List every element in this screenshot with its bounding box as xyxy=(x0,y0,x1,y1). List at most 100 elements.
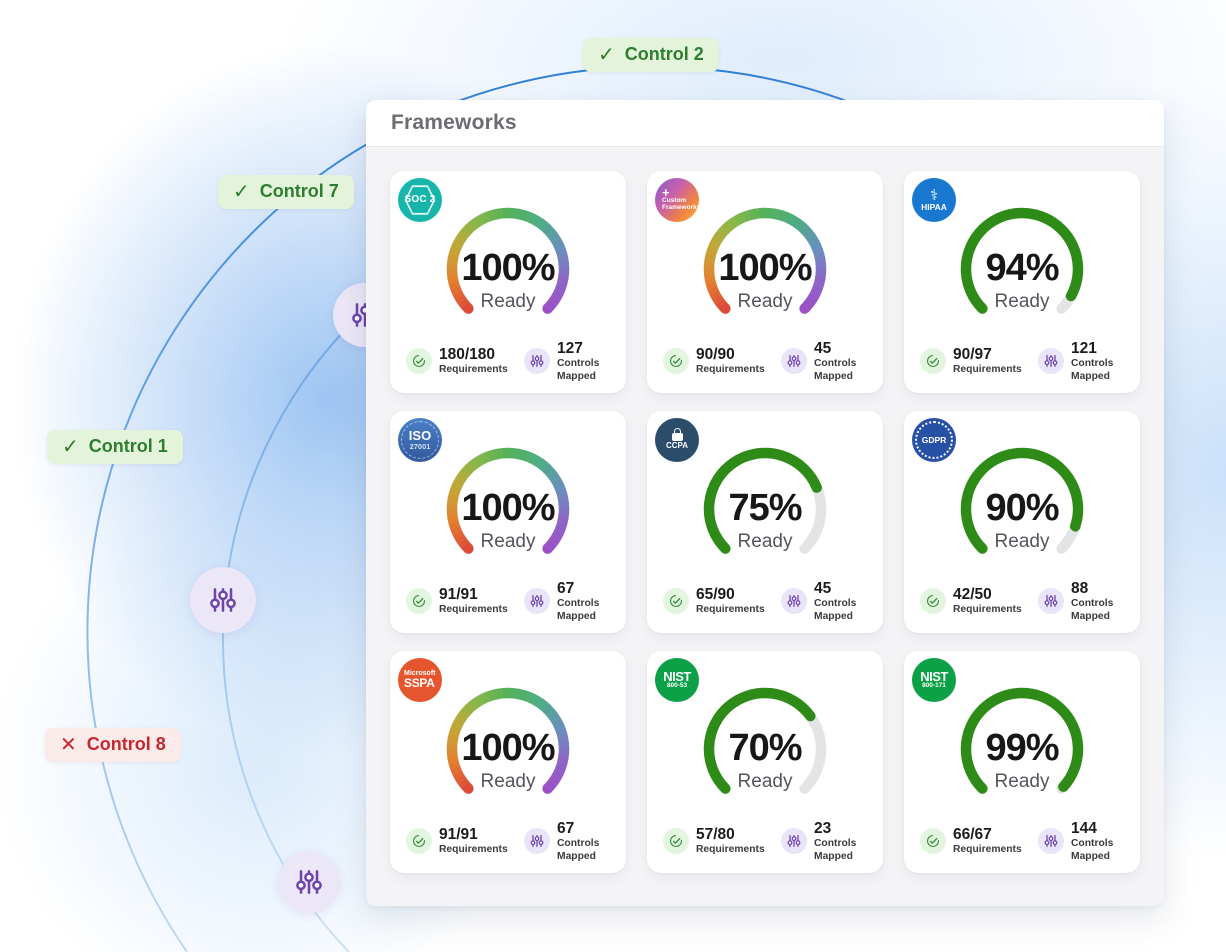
readiness-percent: 100% xyxy=(461,247,555,289)
controls-mapped-stat: 67 Controls Mapped xyxy=(524,820,620,863)
ready-label: Ready xyxy=(480,771,536,792)
control-badge-7: ✓ Control 7 xyxy=(218,175,354,209)
controls-mapped-stat: 88 Controls Mapped xyxy=(1038,580,1134,623)
sliders-icon xyxy=(278,851,340,913)
badge-text: CCPA xyxy=(665,441,689,451)
framework-card[interactable]: CCPA 75% Ready 65/90 Requirements 45 Con… xyxy=(647,411,883,633)
card-stats: 91/91 Requirements 67 Controls Mapped xyxy=(406,820,620,863)
check-circle-icon xyxy=(406,348,432,375)
framework-card[interactable]: NIST 800-53 70% Ready 57/80 Requirements … xyxy=(647,651,883,873)
sliders-icon xyxy=(1038,828,1064,855)
sspa-logo-badge: Microsoft SSPA xyxy=(398,658,442,702)
requirements-stat: 42/50 Requirements xyxy=(920,586,1038,617)
badge-text: 800-53 xyxy=(666,682,688,690)
requirements-label: Requirements xyxy=(696,364,765,376)
controls-mapped-value: 121 xyxy=(1071,339,1097,357)
readiness-gauge-wrap: 94% Ready xyxy=(947,205,1097,337)
requirements-value: 57/80 xyxy=(696,825,735,843)
lock-icon xyxy=(671,428,683,442)
readiness-gauge xyxy=(703,447,827,554)
card-stats: 42/50 Requirements 88 Controls Mapped xyxy=(920,580,1134,623)
requirements-stat: 57/80 Requirements xyxy=(663,826,781,857)
sliders-icon xyxy=(781,588,807,615)
readiness-gauge xyxy=(446,687,570,794)
controls-mapped-value: 144 xyxy=(1071,819,1097,837)
control-badge-8: ✕ Control 8 xyxy=(45,728,181,762)
framework-card[interactable]: Microsoft SSPA 100% Ready 91/91 Requireme… xyxy=(390,651,626,873)
badge-text: SSPA xyxy=(404,676,435,691)
controls-mapped-value: 127 xyxy=(557,339,583,357)
badge-text: Custom xyxy=(662,197,687,205)
sliders-icon xyxy=(524,588,550,615)
readiness-percent: 70% xyxy=(728,727,802,769)
controls-mapped-label: Controls Mapped xyxy=(814,598,857,622)
framework-card[interactable]: ISO 27001 100% Ready 91/91 Requirements 6… xyxy=(390,411,626,633)
controls-mapped-label: Controls Mapped xyxy=(557,358,600,382)
ready-label: Ready xyxy=(737,771,793,792)
ready-label: Ready xyxy=(994,531,1050,552)
requirements-label: Requirements xyxy=(696,844,765,856)
controls-mapped-label: Controls Mapped xyxy=(1071,358,1114,382)
badge-text: 27001 xyxy=(409,441,431,451)
readiness-percent: 99% xyxy=(985,727,1059,769)
framework-card[interactable]: + Custom Frameworks 100% Ready 90/90 Requi… xyxy=(647,171,883,393)
check-circle-icon xyxy=(920,828,946,855)
card-stats: 90/90 Requirements 45 Controls Mapped xyxy=(663,340,877,383)
controls-mapped-stat: 144 Controls Mapped xyxy=(1038,820,1134,863)
requirements-value: 66/67 xyxy=(953,825,992,843)
panel-title: Frameworks xyxy=(391,111,517,134)
ccpa-logo-badge: CCPA xyxy=(655,418,699,462)
controls-mapped-stat: 23 Controls Mapped xyxy=(781,820,877,863)
readiness-gauge-wrap: 75% Ready xyxy=(690,445,840,577)
ready-label: Ready xyxy=(480,531,536,552)
readiness-gauge xyxy=(703,687,827,794)
readiness-gauge-wrap: 100% Ready xyxy=(433,445,583,577)
card-stats: 65/90 Requirements 45 Controls Mapped xyxy=(663,580,877,623)
controls-mapped-stat: 127 Controls Mapped xyxy=(524,340,620,383)
controls-mapped-stat: 67 Controls Mapped xyxy=(524,580,620,623)
sliders-icon xyxy=(1038,588,1064,615)
check-circle-icon xyxy=(406,588,432,615)
control-label: Control 2 xyxy=(624,44,704,64)
badge-text: GDPR xyxy=(921,434,947,445)
readiness-gauge-wrap: 100% Ready xyxy=(433,205,583,337)
card-stats: 180/180 Requirements 127 Controls Mapped xyxy=(406,340,620,383)
controls-mapped-value: 88 xyxy=(1071,579,1089,597)
check-icon: ✓ xyxy=(598,43,615,66)
readiness-gauge xyxy=(960,687,1084,794)
requirements-value: 91/91 xyxy=(439,825,478,843)
controls-mapped-label: Controls Mapped xyxy=(814,358,857,382)
framework-card[interactable]: NIST 800-171 99% Ready 66/67 Requirements… xyxy=(904,651,1140,873)
controls-mapped-value: 67 xyxy=(557,819,575,837)
nist-logo-badge: NIST 800-171 xyxy=(912,658,956,702)
badge-text: HIPAA xyxy=(921,202,947,213)
check-circle-icon xyxy=(663,588,689,615)
cross-icon: ✕ xyxy=(60,733,77,756)
framework-card[interactable]: SOC 2 100% Ready 180/180 Requirements 12… xyxy=(390,171,626,393)
check-circle-icon xyxy=(663,348,689,375)
sliders-icon xyxy=(190,567,256,633)
gdpr-logo-badge: GDPR xyxy=(912,418,956,462)
sliders-icon xyxy=(524,828,550,855)
readiness-gauge xyxy=(960,207,1084,314)
readiness-gauge-wrap: 100% Ready xyxy=(690,205,840,337)
requirements-stat: 90/97 Requirements xyxy=(920,346,1038,377)
readiness-percent: 90% xyxy=(985,487,1059,529)
requirements-stat: 91/91 Requirements xyxy=(406,826,524,857)
readiness-gauge xyxy=(703,207,827,314)
panel-header: Frameworks xyxy=(366,100,1164,147)
badge-text: SOC 2 xyxy=(404,193,436,205)
requirements-stat: 91/91 Requirements xyxy=(406,586,524,617)
frameworks-grid: SOC 2 100% Ready 180/180 Requirements 12… xyxy=(366,147,1164,873)
check-circle-icon xyxy=(663,828,689,855)
requirements-label: Requirements xyxy=(439,604,508,616)
readiness-percent: 94% xyxy=(985,247,1059,289)
framework-card[interactable]: ⚕ HIPAA 94% Ready 90/97 Requirements 121 … xyxy=(904,171,1140,393)
badge-text: Frameworks xyxy=(662,204,699,212)
framework-card[interactable]: GDPR 90% Ready 42/50 Requirements 88 Con… xyxy=(904,411,1140,633)
controls-mapped-label: Controls Mapped xyxy=(1071,838,1114,862)
ready-label: Ready xyxy=(737,291,793,312)
card-stats: 91/91 Requirements 67 Controls Mapped xyxy=(406,580,620,623)
controls-mapped-value: 23 xyxy=(814,819,832,837)
readiness-gauge xyxy=(446,207,570,314)
